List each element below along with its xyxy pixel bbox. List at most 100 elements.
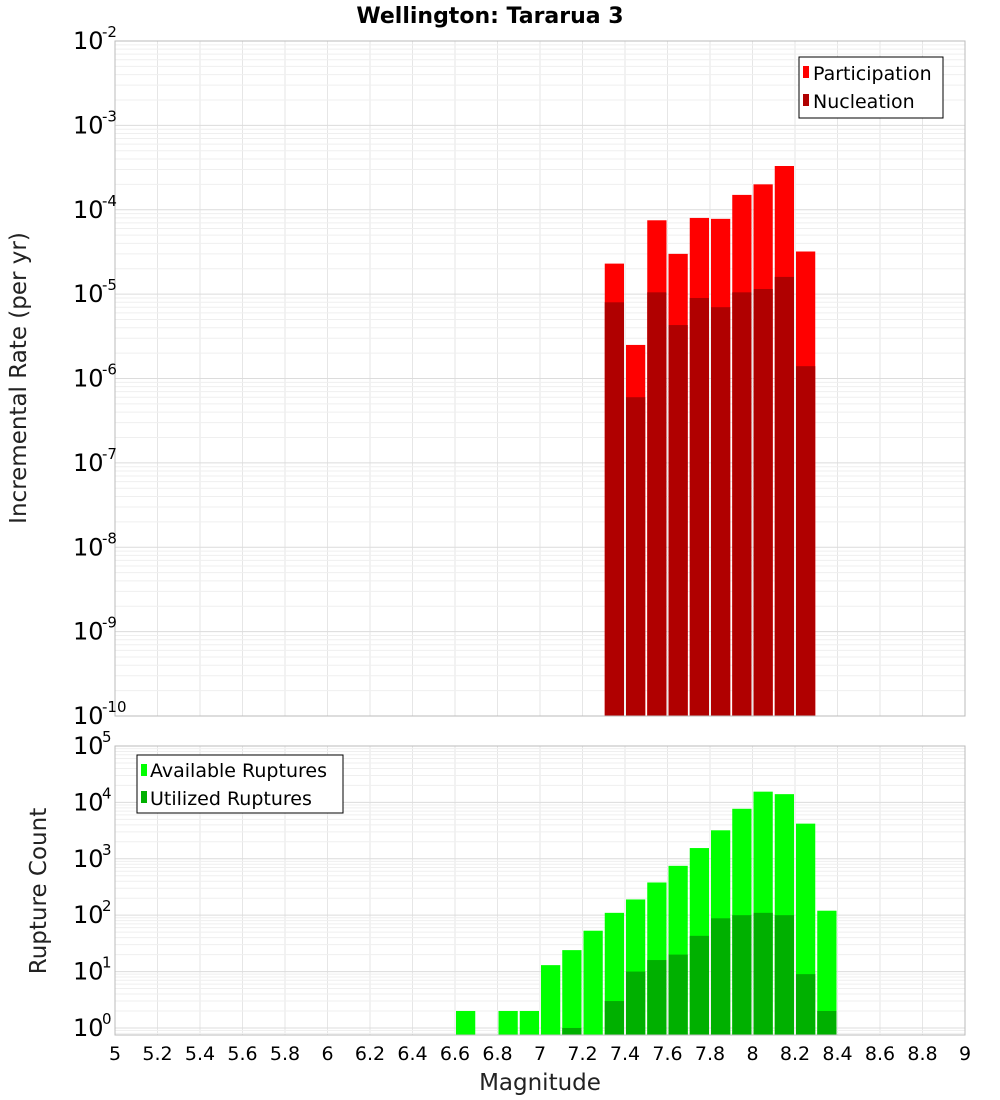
rate-y-tick-exponent: -6 bbox=[102, 361, 117, 379]
available-ruptures-bar bbox=[456, 1010, 476, 1035]
x-tick-label: 6.8 bbox=[482, 1043, 512, 1065]
x-tick-label: 9 bbox=[959, 1043, 971, 1065]
rate-y-tick-base: 10 bbox=[73, 365, 104, 393]
rate-y-tick-base: 10 bbox=[73, 618, 104, 646]
rate-y-axis-label: Incremental Rate (per yr) bbox=[6, 232, 32, 524]
rate-y-tick-base: 10 bbox=[73, 280, 104, 308]
rate-y-tick-base: 10 bbox=[73, 449, 104, 477]
available-ruptures-bar bbox=[562, 950, 582, 1035]
rate-plot-frame bbox=[114, 40, 966, 717]
utilized-ruptures-bar bbox=[732, 915, 752, 1035]
rate-y-tick-base: 10 bbox=[73, 111, 104, 139]
utilized-ruptures-bar bbox=[753, 912, 773, 1035]
rate-legend: Participation Nucleation bbox=[798, 56, 944, 119]
x-tick-label: 6.2 bbox=[355, 1043, 385, 1065]
x-tick-label: 8.2 bbox=[780, 1043, 810, 1065]
nucleation-bar bbox=[626, 397, 646, 716]
utilized-legend-label: Utilized Ruptures bbox=[150, 788, 312, 810]
utilized-legend-swatch bbox=[141, 791, 147, 803]
count-y-tick-base: 10 bbox=[73, 788, 104, 816]
nucleation-bar bbox=[604, 302, 624, 716]
x-tick-label: 8 bbox=[746, 1043, 758, 1065]
count-y-tick-exponent: 1 bbox=[102, 954, 112, 972]
count-legend-box bbox=[136, 754, 344, 814]
rate-bars bbox=[604, 166, 816, 717]
chart-title: Wellington: Tararua 3 bbox=[356, 4, 623, 29]
available-ruptures-bar bbox=[817, 910, 837, 1035]
participation-legend-label: Participation bbox=[813, 63, 932, 85]
utilized-ruptures-bar bbox=[796, 974, 816, 1035]
nucleation-legend-swatch bbox=[803, 94, 809, 106]
count-y-tick-exponent: 5 bbox=[102, 728, 112, 746]
rate-y-tick-exponent: -4 bbox=[102, 192, 117, 210]
rate-y-tick-exponent: -10 bbox=[102, 698, 127, 716]
count-y-tick-exponent: 2 bbox=[102, 897, 112, 915]
x-tick-label: 5.8 bbox=[270, 1043, 300, 1065]
available-ruptures-bar bbox=[519, 1010, 539, 1035]
x-tick-label: 5 bbox=[109, 1043, 121, 1065]
rate-y-tick-base: 10 bbox=[73, 533, 104, 561]
rate-y-tick-base: 10 bbox=[73, 702, 104, 730]
nucleation-bar bbox=[732, 292, 752, 716]
available-ruptures-bar bbox=[583, 930, 603, 1035]
x-tick-label: 8.4 bbox=[822, 1043, 852, 1065]
available-legend-swatch bbox=[141, 764, 147, 776]
nucleation-bar bbox=[668, 325, 688, 716]
available-legend-label: Available Ruptures bbox=[150, 760, 327, 782]
rate-y-tick-exponent: -5 bbox=[102, 276, 117, 294]
utilized-ruptures-bar bbox=[626, 971, 646, 1035]
rate-legend-box bbox=[798, 56, 944, 119]
utilized-ruptures-bar bbox=[817, 1010, 837, 1035]
nucleation-bar bbox=[753, 289, 773, 716]
x-axis-label: Magnitude bbox=[479, 1070, 601, 1096]
nucleation-legend-label: Nucleation bbox=[813, 91, 915, 113]
count-y-tick-base: 10 bbox=[73, 732, 104, 760]
x-tick-label: 6.4 bbox=[397, 1043, 427, 1065]
available-ruptures-bar bbox=[498, 1010, 518, 1035]
nucleation-bar bbox=[689, 297, 709, 716]
rate-y-tick-exponent: -2 bbox=[102, 23, 117, 41]
x-tick-label: 7.8 bbox=[695, 1043, 725, 1065]
count-legend: Available Ruptures Utilized Ruptures bbox=[136, 754, 344, 814]
participation-legend-swatch bbox=[803, 66, 809, 78]
count-y-axis-label: Rupture Count bbox=[26, 808, 52, 974]
count-y-tick-base: 10 bbox=[73, 845, 104, 873]
nucleation-bar bbox=[796, 366, 816, 716]
x-tick-label: 8.8 bbox=[907, 1043, 937, 1065]
nucleation-bar bbox=[647, 292, 667, 716]
rate-gridlines bbox=[114, 41, 966, 717]
count-y-tick-exponent: 0 bbox=[102, 1010, 112, 1028]
x-tick-label: 7.6 bbox=[652, 1043, 682, 1065]
x-tick-label: 8.6 bbox=[865, 1043, 895, 1065]
count-y-tick-base: 10 bbox=[73, 1014, 104, 1042]
x-tick-label: 7 bbox=[534, 1043, 546, 1065]
x-tick-label: 6.6 bbox=[440, 1043, 470, 1065]
x-tick-label: 7.4 bbox=[610, 1043, 640, 1065]
x-tick-label: 5.6 bbox=[227, 1043, 257, 1065]
rate-y-tick-exponent: -7 bbox=[102, 445, 117, 463]
utilized-ruptures-bar bbox=[604, 1001, 624, 1035]
nucleation-bar bbox=[774, 276, 794, 716]
x-axis-ticks: 5 5.2 5.4 5.6 5.8 6 6.2 6.4 6.6 6.8 7 7.2 7.4 7.6 7.8 8… bbox=[109, 1043, 971, 1065]
utilized-ruptures-bar bbox=[689, 935, 709, 1035]
rate-y-tick-base: 10 bbox=[73, 27, 104, 55]
x-tick-label: 6 bbox=[321, 1043, 333, 1065]
rate-y-tick-exponent: -9 bbox=[102, 614, 117, 632]
utilized-ruptures-bar bbox=[647, 960, 667, 1035]
available-ruptures-bar bbox=[541, 965, 561, 1035]
x-tick-label: 5.2 bbox=[142, 1043, 172, 1065]
count-bars bbox=[456, 791, 837, 1035]
rate-y-tick-base: 10 bbox=[73, 196, 104, 224]
utilized-ruptures-bar bbox=[668, 954, 688, 1035]
utilized-ruptures-bar bbox=[774, 915, 794, 1035]
count-plot-frame bbox=[114, 745, 966, 1036]
count-y-tick-base: 10 bbox=[73, 958, 104, 986]
x-tick-label: 5.4 bbox=[185, 1043, 215, 1065]
rate-y-tick-exponent: -8 bbox=[102, 529, 117, 547]
nucleation-bar bbox=[711, 307, 731, 716]
